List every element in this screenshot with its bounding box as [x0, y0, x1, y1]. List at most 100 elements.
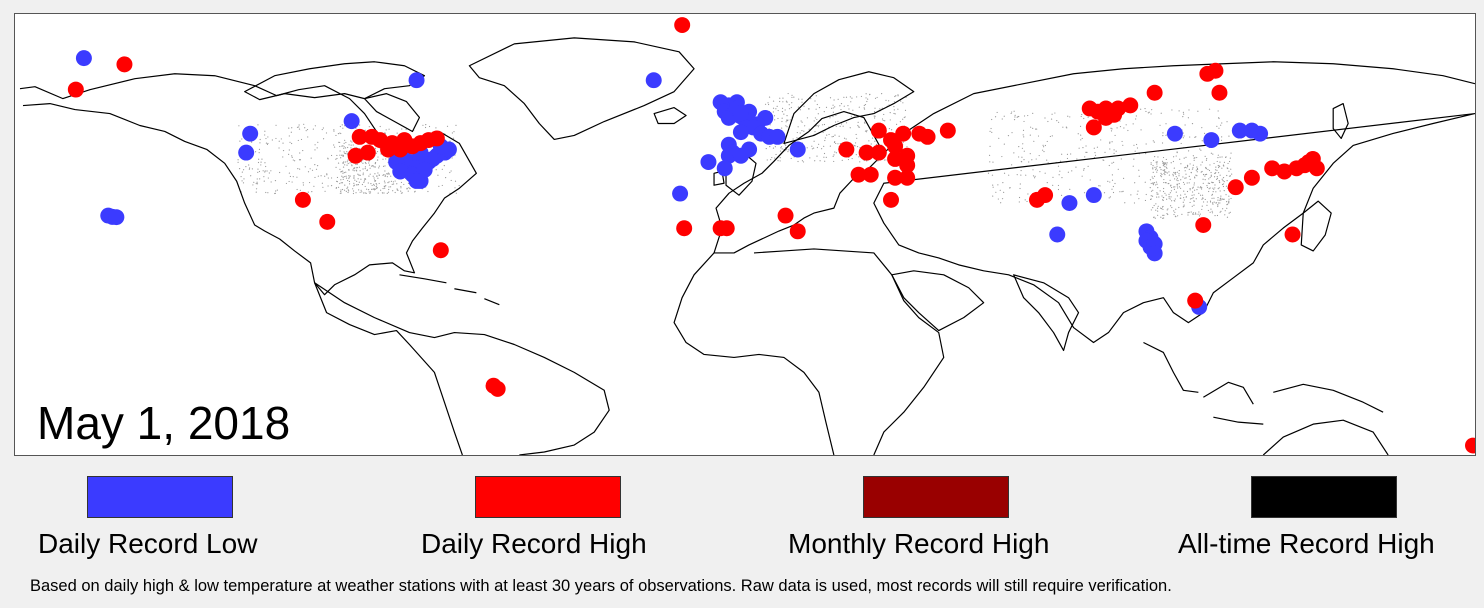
station-dot — [363, 181, 365, 183]
record-marker-daily-high — [1284, 226, 1301, 243]
station-dot — [1191, 191, 1194, 193]
station-dot — [1057, 188, 1060, 191]
station-dot — [335, 187, 338, 189]
station-dot — [1204, 175, 1206, 177]
station-dot — [1162, 190, 1165, 193]
station-dot — [1191, 187, 1194, 189]
station-dot — [363, 180, 366, 182]
station-dot — [1207, 168, 1209, 171]
station-dot — [282, 142, 284, 144]
station-dot — [1216, 169, 1218, 171]
station-dot — [1228, 135, 1230, 137]
station-dot — [376, 159, 379, 161]
station-dot — [1021, 156, 1023, 158]
station-dot — [288, 135, 290, 137]
station-dot — [1205, 166, 1207, 169]
station-dot — [1228, 200, 1230, 202]
station-dot — [1011, 111, 1013, 113]
station-dot — [1214, 187, 1216, 189]
station-dot — [1189, 198, 1192, 200]
station-dot — [1216, 125, 1218, 127]
station-dot — [1108, 197, 1110, 199]
station-dot — [857, 126, 860, 128]
station-dot — [1152, 171, 1154, 173]
station-dot — [438, 185, 440, 187]
station-dot — [257, 171, 259, 173]
station-dot — [893, 112, 895, 115]
station-dot — [1228, 202, 1230, 204]
station-dot — [841, 159, 843, 161]
record-marker-daily-low — [732, 124, 749, 141]
station-dot — [1174, 198, 1176, 200]
station-dot — [787, 149, 789, 151]
record-marker-daily-high — [887, 138, 904, 155]
record-marker-daily-low — [716, 160, 733, 177]
station-dot — [987, 172, 990, 174]
station-dot — [782, 101, 784, 103]
station-dot — [990, 127, 992, 130]
station-dot — [1176, 185, 1178, 187]
station-dot — [1200, 186, 1202, 188]
station-dot — [257, 124, 259, 126]
station-dot — [389, 186, 392, 188]
station-dot — [882, 119, 884, 122]
record-marker-daily-high — [1122, 97, 1139, 114]
station-dot — [386, 173, 388, 175]
station-dot — [427, 190, 429, 193]
station-dot — [1211, 197, 1213, 199]
record-marker-daily-high — [359, 144, 376, 161]
station-dot — [1212, 153, 1214, 155]
station-dot — [274, 180, 277, 182]
station-dot — [1044, 172, 1046, 174]
station-dot — [1011, 164, 1013, 166]
station-dot — [394, 180, 396, 182]
station-dot — [342, 176, 344, 178]
station-dot — [385, 129, 387, 131]
station-dot — [1042, 146, 1045, 148]
station-dot — [304, 127, 306, 129]
station-dot — [1046, 159, 1048, 161]
station-dot — [1209, 176, 1211, 179]
station-dot — [342, 178, 344, 180]
record-marker-daily-high — [1037, 187, 1054, 204]
station-dot — [837, 143, 839, 145]
station-dot — [992, 195, 994, 197]
station-dot — [899, 121, 901, 123]
station-dot — [1201, 187, 1203, 189]
station-dot — [343, 171, 345, 174]
station-dot — [821, 124, 824, 126]
station-dot — [340, 190, 342, 193]
station-dot — [1054, 112, 1056, 114]
station-dot — [1189, 189, 1191, 191]
station-dot — [991, 118, 993, 121]
station-dot — [1198, 211, 1200, 213]
station-dot — [1154, 217, 1156, 219]
station-dot — [1200, 149, 1202, 151]
station-dot — [1162, 196, 1164, 199]
station-dot — [1226, 180, 1228, 182]
station-dot — [1156, 196, 1158, 198]
station-dot — [265, 191, 267, 194]
station-dot — [797, 160, 799, 163]
station-dot — [1182, 111, 1184, 113]
station-dot — [1219, 174, 1221, 176]
station-dot — [1201, 127, 1203, 129]
station-dot — [346, 152, 348, 154]
station-dot — [782, 97, 784, 99]
station-dot — [779, 100, 781, 103]
station-dot — [819, 160, 821, 162]
station-dot — [777, 160, 779, 162]
station-dot — [1222, 177, 1225, 179]
station-dot — [855, 133, 857, 136]
station-dot — [1220, 195, 1222, 197]
station-dot — [1156, 165, 1158, 167]
station-dot — [1196, 167, 1199, 170]
station-dot — [1178, 186, 1181, 188]
station-dot — [801, 121, 803, 123]
station-dot — [1178, 183, 1180, 185]
station-dot — [869, 94, 871, 96]
station-dot — [267, 192, 269, 194]
station-dot — [1210, 174, 1212, 176]
station-dot — [1162, 156, 1165, 159]
station-dot — [1212, 181, 1214, 184]
